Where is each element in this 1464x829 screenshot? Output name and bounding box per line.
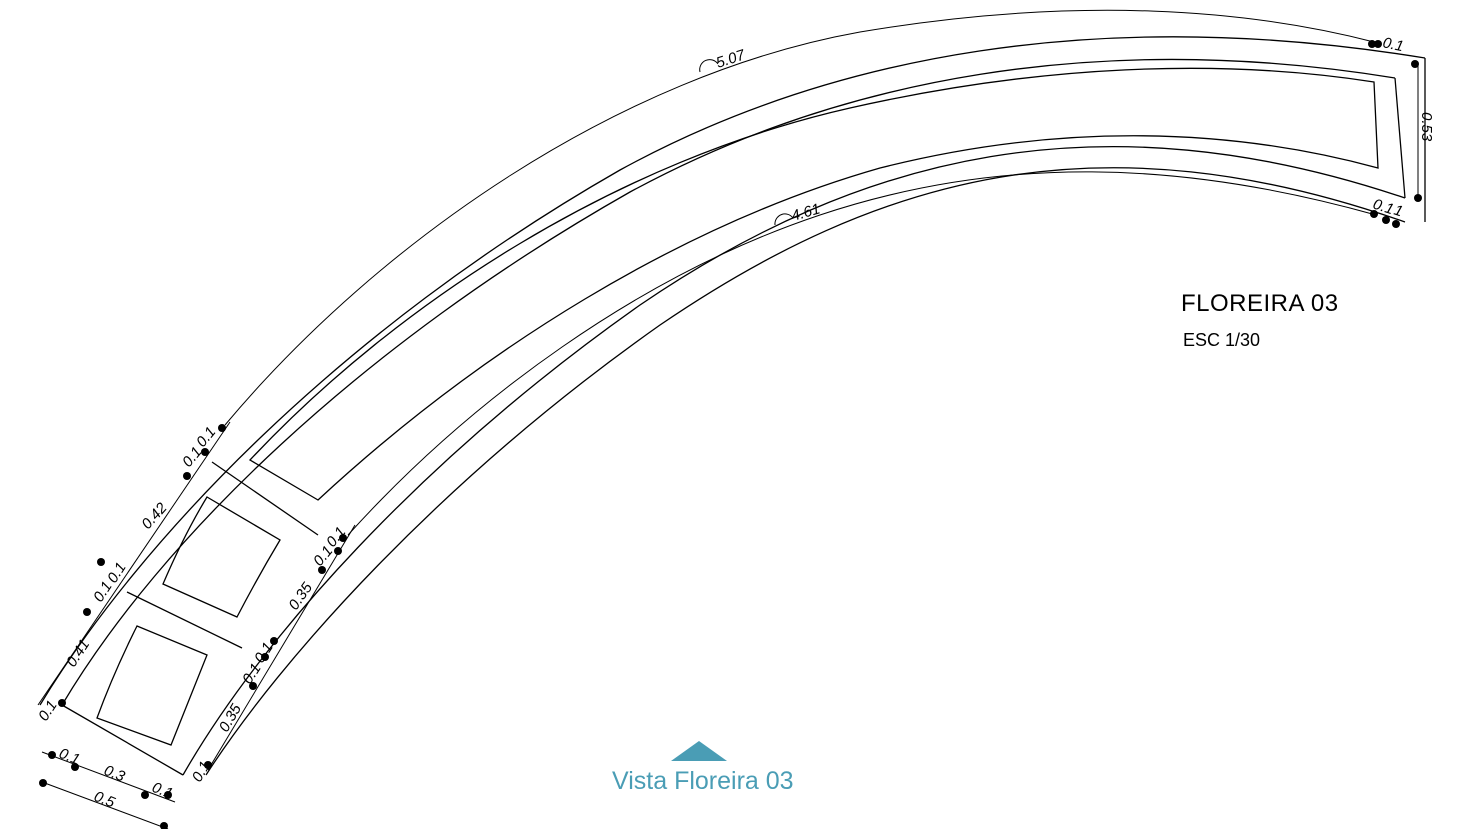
outer-dimension-line bbox=[37, 421, 231, 706]
inner-wall-labels: 0.1 0.35 0.1 0.1 0.35 0.1 0.1 bbox=[189, 524, 350, 785]
inner-dimension-line bbox=[207, 524, 356, 771]
outer-curve bbox=[39, 36, 1426, 706]
inner-arc-dimension bbox=[347, 171, 1377, 536]
drawing-title: FLOREIRA 03 bbox=[1181, 290, 1339, 317]
base-dimension-line-2 bbox=[41, 781, 169, 829]
base-labels: 0.1 0.3 0.1 0.5 bbox=[57, 745, 176, 812]
compartment-long bbox=[248, 67, 1379, 501]
drawing-scale: ESC 1/30 bbox=[1183, 330, 1261, 350]
end-wall bbox=[1394, 77, 1406, 199]
inner-curve bbox=[182, 145, 1406, 776]
inner-arc-label: 4.61 bbox=[789, 200, 822, 224]
outer-arc-dimension bbox=[224, 9, 1375, 426]
base-dimension-line-1 bbox=[41, 751, 176, 803]
view-marker-icon[interactable] bbox=[671, 741, 727, 761]
outer-label-5: 0.42 bbox=[138, 499, 171, 533]
compartment-2 bbox=[162, 496, 281, 618]
base-label-left: 0.1 bbox=[57, 745, 83, 769]
inner-curve-outer bbox=[205, 167, 1406, 776]
inner-label-2: 0.35 bbox=[216, 701, 246, 735]
end-wall-label: 0.1 bbox=[1381, 34, 1405, 55]
outer-label-7: 0.1 bbox=[193, 424, 219, 451]
outer-arc-label: 5.07 bbox=[714, 46, 748, 71]
base-line bbox=[61, 704, 184, 776]
separator-2 bbox=[126, 591, 243, 649]
outer-label-4: 0.1 bbox=[104, 559, 130, 586]
base-label-total: 0.5 bbox=[92, 788, 118, 812]
base-label-right: 0.1 bbox=[150, 779, 176, 803]
outer-label-1: 0.1 bbox=[35, 697, 61, 724]
outer-label-2: 0.41 bbox=[63, 636, 93, 670]
view-label[interactable]: Vista Floreira 03 bbox=[612, 767, 794, 795]
outer-dimension-dots bbox=[58, 424, 226, 707]
compartment-1 bbox=[96, 625, 208, 746]
end-inner-label: 0.1 bbox=[1371, 196, 1396, 219]
arc-symbol-inner bbox=[774, 213, 794, 226]
outer-curve-inner bbox=[61, 58, 1396, 706]
base-dimension-dots bbox=[39, 751, 172, 829]
base-label-middle: 0.3 bbox=[102, 762, 128, 786]
separator-1 bbox=[211, 461, 319, 536]
arc-symbol-outer bbox=[699, 59, 719, 73]
inner-dimension-dots bbox=[204, 534, 347, 769]
end-width-label: 0.53 bbox=[1418, 112, 1435, 142]
